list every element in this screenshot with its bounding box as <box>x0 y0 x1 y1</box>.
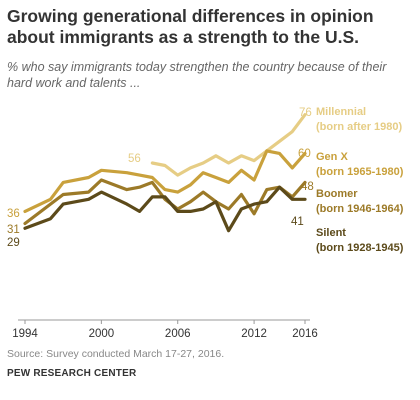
x-axis: 1994 2000 2006 2012 2016 <box>12 319 318 340</box>
x-tick-label: 2000 <box>89 328 115 340</box>
series-line-gen-x <box>23 149 307 213</box>
end-value-silent: 41 <box>291 216 304 228</box>
series-line-boomer <box>23 178 307 226</box>
chart-title: Growing generational differences in opin… <box>7 6 374 47</box>
x-tick-label: 2012 <box>241 328 267 340</box>
series-line-silent <box>23 185 307 233</box>
series-subname-gen-x: (born 1965-1980) <box>316 166 404 178</box>
series-name-gen-x: Gen X <box>316 151 348 163</box>
series-subname-silent: (born 1928-1945) <box>316 242 404 254</box>
x-tick-label: 2006 <box>165 328 191 340</box>
series-subname-boomer: (born 1946-1964) <box>316 203 404 215</box>
start-value-silent: 29 <box>7 237 20 249</box>
series-line-millennial <box>150 113 307 177</box>
series-name-boomer: Boomer <box>316 188 358 200</box>
start-value-millennial: 56 <box>128 153 141 165</box>
x-tick-label: 1994 <box>12 328 38 340</box>
end-value-boomer: 48 <box>301 181 314 193</box>
series-lines <box>23 113 307 233</box>
start-value-boomer: 31 <box>7 224 20 236</box>
series-name-silent: Silent <box>316 227 346 239</box>
series-labels: 56 76 Millennial (born after 1980) 36 60 Gen X… <box>7 106 404 254</box>
end-value-millennial: 76 <box>299 107 312 119</box>
series-name-millennial: Millennial <box>316 106 366 118</box>
x-tick-label: 2016 <box>292 328 318 340</box>
series-subname-millennial: (born after 1980) <box>316 121 403 133</box>
source-note: Source: Survey conducted March 17-27, 20… <box>7 348 225 360</box>
chart-subtitle: % who say immigrants today strengthen th… <box>7 60 387 90</box>
start-value-gen-x: 36 <box>7 208 20 220</box>
end-value-gen-x: 60 <box>298 148 311 160</box>
organization-name: PEW RESEARCH CENTER <box>7 368 137 379</box>
